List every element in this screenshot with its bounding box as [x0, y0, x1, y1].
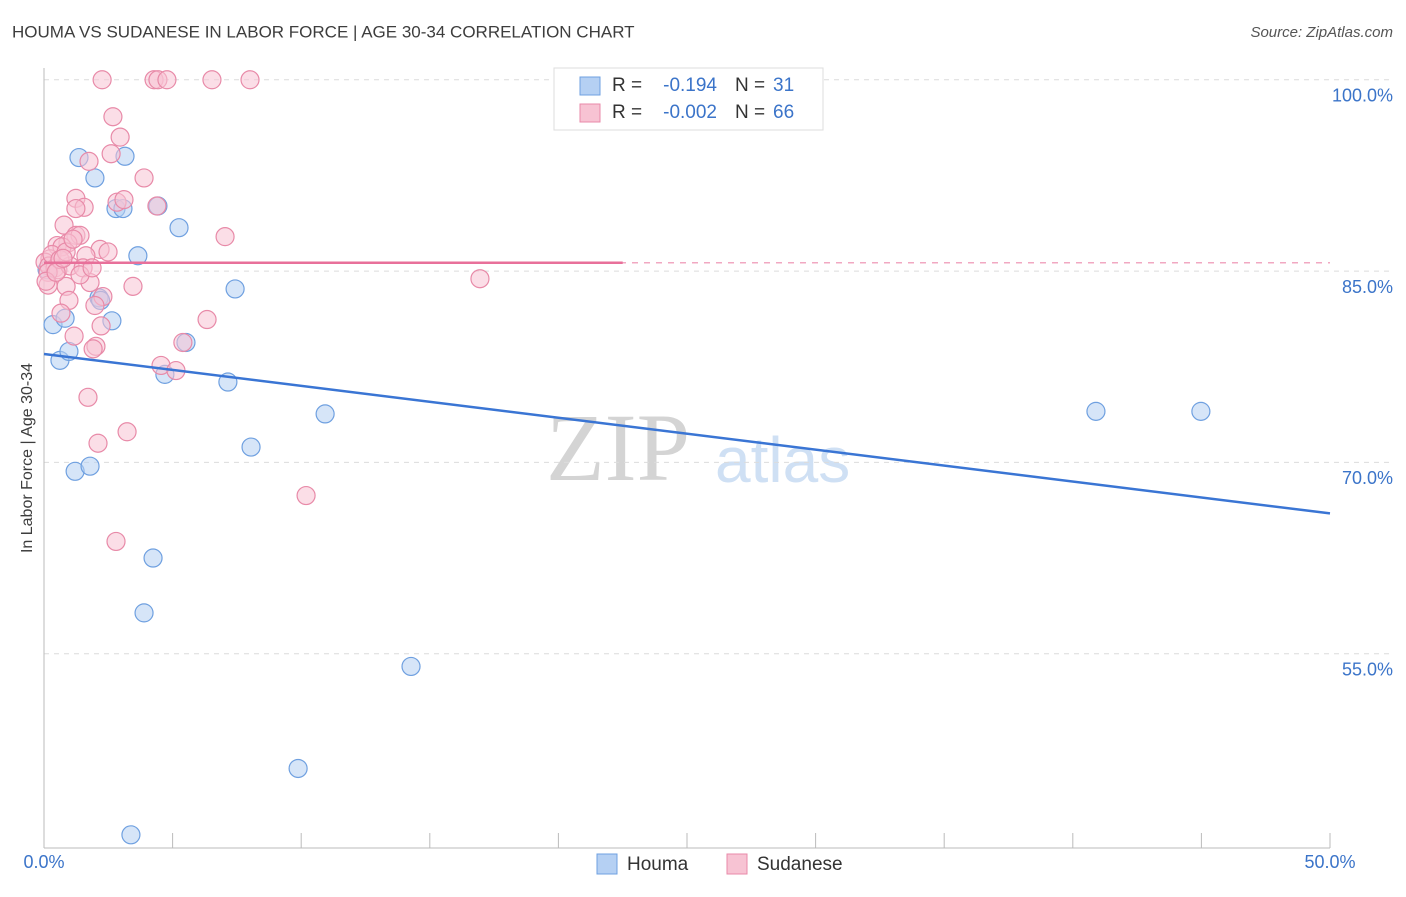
series-points	[35, 70, 490, 552]
point	[128, 246, 148, 266]
point	[121, 825, 141, 845]
point	[83, 339, 103, 359]
source: Source: ZipAtlas.com	[1250, 24, 1393, 41]
legend-label: Sudanese	[757, 854, 843, 875]
y-tick-label: 70.0%	[1342, 468, 1393, 488]
point	[134, 603, 154, 623]
point	[103, 107, 123, 127]
point	[91, 316, 111, 336]
point	[79, 151, 99, 171]
y-tick-label: 85.0%	[1342, 277, 1393, 297]
watermark: ZIP	[546, 394, 690, 501]
stats-r-value: -0.002	[663, 102, 717, 123]
stats-swatch	[579, 76, 601, 96]
point	[78, 387, 98, 407]
stats-r-label: R =	[612, 102, 642, 123]
stats-n-value: 66	[773, 102, 794, 123]
point	[51, 303, 71, 323]
point	[202, 70, 222, 90]
point	[134, 168, 154, 188]
point	[88, 433, 108, 453]
point	[80, 456, 100, 476]
legend-swatch	[726, 853, 748, 875]
point	[85, 168, 105, 188]
point	[157, 70, 177, 90]
point	[169, 218, 189, 238]
point	[106, 531, 126, 552]
point	[173, 332, 193, 353]
point	[98, 242, 118, 262]
chart-title: HOUMA VS SUDANESE IN LABOR FORCE | AGE 3…	[12, 22, 635, 41]
point	[92, 70, 112, 90]
point	[288, 758, 308, 779]
watermark: atlas	[715, 424, 850, 496]
point	[117, 422, 137, 442]
x-tick-label: 0.0%	[23, 852, 64, 872]
point	[215, 227, 235, 247]
stats-r-label: R =	[612, 75, 642, 96]
stats-r-value: -0.194	[663, 75, 717, 96]
point	[63, 229, 83, 249]
point	[240, 70, 260, 90]
legend-swatch	[596, 853, 618, 875]
point	[101, 144, 121, 164]
point	[114, 190, 134, 210]
point	[123, 276, 143, 296]
point	[296, 485, 316, 506]
x-tick-label: 50.0%	[1304, 852, 1355, 872]
point	[143, 548, 163, 568]
point	[225, 279, 245, 299]
stats-n-value: 31	[773, 75, 794, 96]
stats-n-label: N =	[735, 102, 765, 123]
y-tick-label: 55.0%	[1342, 659, 1393, 679]
point	[470, 269, 490, 289]
point	[315, 404, 335, 424]
point	[1086, 401, 1106, 421]
point	[53, 248, 73, 268]
point	[85, 295, 105, 316]
stats-swatch	[579, 103, 601, 123]
point	[64, 326, 84, 346]
point	[1191, 401, 1211, 421]
point	[241, 437, 261, 457]
y-tick-label: 100.0%	[1332, 86, 1393, 106]
point	[147, 196, 167, 216]
trend-line	[43, 352, 1331, 515]
legend-label: Houma	[627, 854, 689, 875]
point	[401, 656, 421, 677]
point	[66, 198, 86, 219]
y-axis-label: In Labor Force | Age 30-34	[19, 363, 36, 553]
stats-n-label: N =	[735, 75, 765, 96]
point	[197, 309, 217, 330]
point	[110, 127, 130, 147]
